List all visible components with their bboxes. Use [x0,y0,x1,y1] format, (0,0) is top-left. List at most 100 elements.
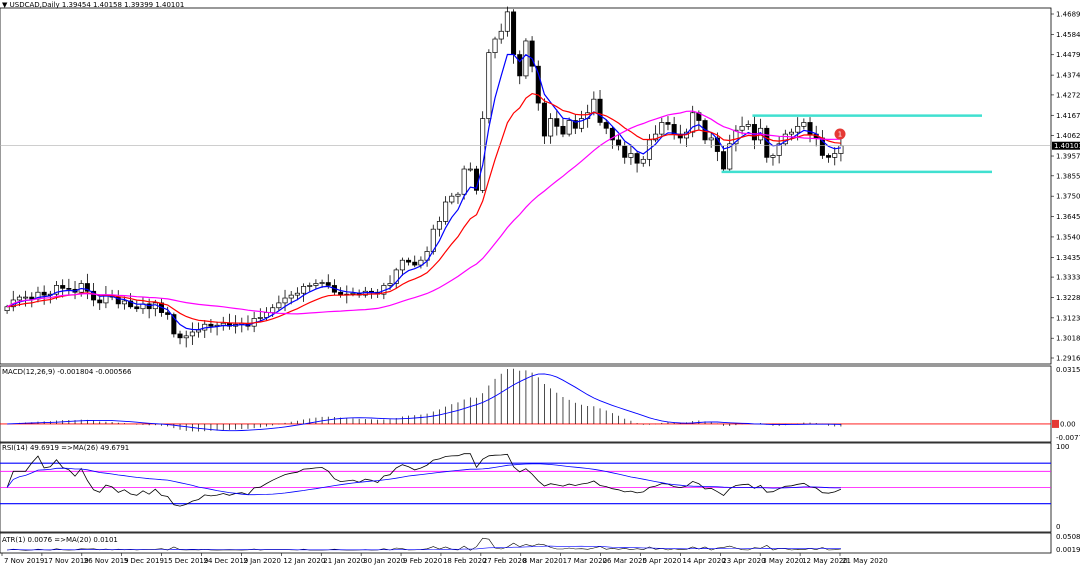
candle[interactable] [560,125,566,135]
candle[interactable] [406,259,412,263]
candle[interactable] [41,291,47,296]
candle[interactable] [350,292,356,295]
candle[interactable] [659,122,665,135]
macd-axis-label: 0.031506 [1056,366,1080,374]
candle[interactable] [832,153,838,158]
candle[interactable] [282,297,288,304]
candle[interactable] [492,38,498,53]
candle[interactable] [622,145,628,158]
candle[interactable] [529,40,535,67]
candle[interactable] [183,335,189,339]
candle[interactable] [677,133,683,139]
candle[interactable] [449,195,455,203]
candle[interactable] [270,307,276,313]
event-marker[interactable] [834,128,846,140]
candle[interactable] [23,296,29,299]
candle[interactable] [196,329,202,333]
candle[interactable] [393,269,399,284]
candle[interactable] [467,168,473,171]
candle[interactable] [739,125,745,131]
candle[interactable] [29,296,35,300]
candle[interactable] [770,155,776,158]
candle[interactable] [609,127,615,141]
candle[interactable] [504,11,510,32]
candle[interactable] [640,158,646,164]
candle[interactable] [727,143,733,170]
candle[interactable] [572,120,578,129]
candle[interactable] [795,125,801,133]
candle[interactable] [535,65,541,104]
candle[interactable] [826,155,832,158]
candle[interactable] [313,283,319,286]
candle[interactable] [325,282,331,286]
candle[interactable] [418,259,424,266]
candle[interactable] [591,98,597,114]
candle[interactable] [53,285,60,295]
candle[interactable] [733,129,739,145]
candle[interactable] [294,292,300,296]
candle[interactable] [603,122,609,129]
candle[interactable] [16,296,22,301]
candle[interactable] [436,221,442,230]
candle[interactable] [443,201,449,222]
candle[interactable] [788,131,795,135]
candle[interactable] [665,122,671,125]
candle[interactable] [566,120,572,135]
candle[interactable] [128,300,134,308]
candle[interactable] [653,133,659,141]
candle[interactable] [307,285,313,287]
candle[interactable] [838,145,844,154]
candle[interactable] [597,98,603,123]
candle[interactable] [634,153,640,164]
chart-menu-icon[interactable]: ▼ [2,1,8,9]
candle[interactable] [387,283,393,286]
candle[interactable] [714,137,720,152]
candle[interactable] [554,118,560,127]
candle[interactable] [60,285,66,289]
candle[interactable] [628,153,634,158]
candle[interactable] [721,151,727,170]
candle[interactable] [498,30,504,40]
candle[interactable] [208,323,214,327]
candle[interactable] [708,137,714,141]
candle[interactable] [301,286,307,294]
candle[interactable] [78,283,84,293]
candle[interactable] [146,303,152,310]
candle[interactable] [541,102,547,137]
candle[interactable] [97,299,103,304]
candle[interactable] [412,261,418,266]
rsi-axis-label: 0 [1056,523,1060,531]
candle[interactable] [165,312,171,315]
candle[interactable] [807,122,813,135]
candle[interactable] [288,294,294,299]
candle[interactable] [66,287,72,290]
candle[interactable] [776,143,782,156]
candle[interactable] [578,118,585,129]
candle[interactable] [91,290,97,301]
candle[interactable] [171,314,177,335]
candle[interactable] [455,193,461,197]
candle[interactable] [189,331,195,337]
candle[interactable] [548,118,554,137]
candle[interactable] [745,124,751,127]
candle[interactable] [319,282,325,284]
candle[interactable] [399,259,405,271]
candle[interactable] [177,333,183,339]
candle[interactable] [782,133,788,145]
candle[interactable] [486,52,492,119]
candle[interactable] [523,40,529,77]
candle[interactable] [751,124,757,141]
candle[interactable] [616,139,622,147]
candle[interactable] [121,300,127,305]
candle[interactable] [84,283,90,292]
candle[interactable] [461,168,467,195]
candle[interactable] [511,11,517,55]
candle[interactable] [801,122,807,127]
candle[interactable] [4,306,10,312]
candle[interactable] [134,306,140,310]
candle[interactable] [276,302,282,309]
candle[interactable] [517,54,523,77]
candle[interactable] [257,317,263,319]
